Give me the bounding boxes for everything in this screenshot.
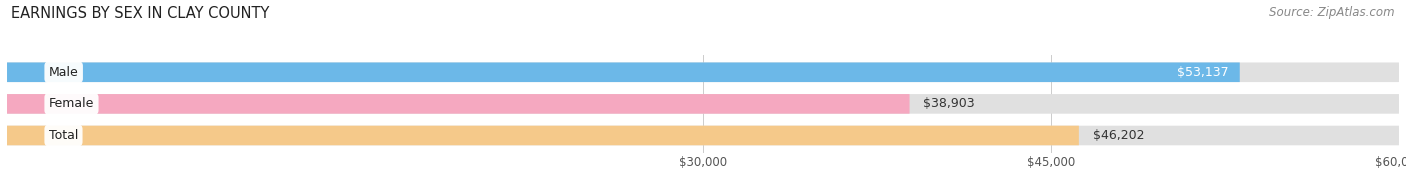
FancyBboxPatch shape: [7, 126, 1078, 145]
FancyBboxPatch shape: [7, 94, 910, 114]
FancyBboxPatch shape: [7, 126, 1399, 145]
Text: $38,903: $38,903: [924, 97, 976, 110]
Text: Total: Total: [49, 129, 79, 142]
Text: Female: Female: [49, 97, 94, 110]
Text: EARNINGS BY SEX IN CLAY COUNTY: EARNINGS BY SEX IN CLAY COUNTY: [11, 6, 270, 21]
Text: $53,137: $53,137: [1177, 66, 1229, 79]
Text: $46,202: $46,202: [1092, 129, 1144, 142]
FancyBboxPatch shape: [7, 63, 1399, 82]
FancyBboxPatch shape: [7, 63, 1240, 82]
Text: Male: Male: [49, 66, 79, 79]
FancyBboxPatch shape: [7, 94, 1399, 114]
Text: Source: ZipAtlas.com: Source: ZipAtlas.com: [1270, 6, 1395, 19]
